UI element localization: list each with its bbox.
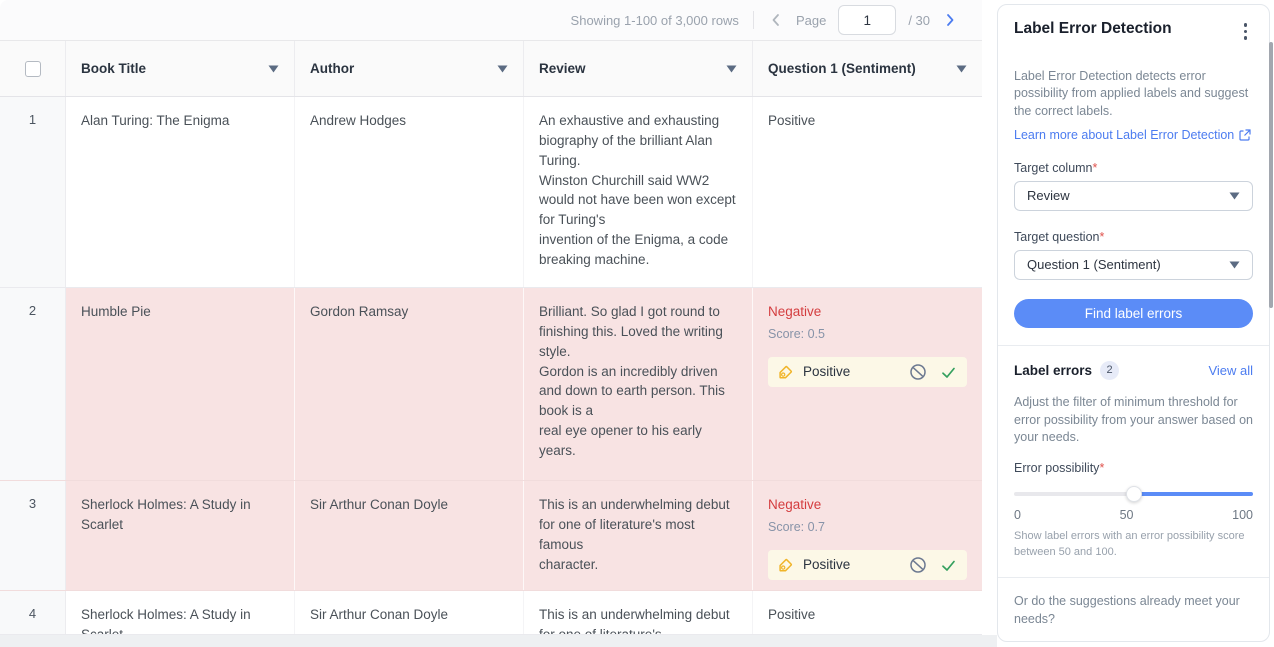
column-header-book-title[interactable]: Book Title [66, 41, 295, 96]
cell-book-title[interactable]: Humble Pie [66, 288, 295, 480]
page-total: / 30 [908, 12, 930, 28]
table-row-error[interactable]: 2 Humble Pie Gordon Ramsay Brilliant. So… [0, 288, 982, 481]
current-label: Negative [768, 497, 822, 512]
row-number: 4 [0, 591, 66, 634]
cell-author[interactable]: Gordon Ramsay [295, 288, 524, 480]
cell-answer-error[interactable]: Negative Score: 0.5 Positive [753, 288, 982, 480]
chevron-down-icon [1229, 192, 1240, 200]
slider-track-right[interactable] [1133, 492, 1253, 496]
page-label: Page [795, 12, 827, 28]
next-page-icon[interactable] [942, 12, 958, 28]
column-dropdown-icon[interactable] [268, 65, 279, 73]
select-all-cell [0, 41, 66, 96]
panel-description: Label Error Detection detects error poss… [1014, 68, 1249, 119]
cell-book-title[interactable]: Sherlock Holmes: A Study in Scarlet [66, 481, 295, 590]
row-number: 2 [0, 288, 66, 480]
suggestions-question: Or do the suggestions already meet your … [1014, 593, 1240, 626]
suggested-label-chip: Positive [768, 357, 967, 388]
accept-suggestion-icon[interactable] [940, 557, 957, 574]
error-score: Score: 0.7 [768, 519, 825, 534]
cell-book-title[interactable]: Sherlock Holmes: A Study in Scarlet [66, 591, 295, 634]
column-dropdown-icon[interactable] [726, 65, 737, 73]
column-header-author[interactable]: Author [295, 41, 524, 96]
column-header-review[interactable]: Review [524, 41, 753, 96]
target-question-label: Target question* [1014, 229, 1105, 244]
target-column-label: Target column* [1014, 160, 1098, 175]
slider-scale: 0 50 100 [1014, 508, 1253, 522]
view-all-link[interactable]: View all [1208, 362, 1253, 378]
cell-review[interactable]: This is an underwhelming debut for one o… [524, 591, 753, 634]
tag-icon [779, 366, 793, 379]
panel-divider [998, 344, 1269, 346]
cell-answer[interactable]: Positive [768, 607, 816, 622]
prev-page-icon[interactable] [768, 12, 784, 28]
grid-toolbar: Showing 1-100 of 3,000 rows Page / 30 [0, 0, 982, 41]
tag-icon [779, 559, 793, 572]
error-possibility-slider[interactable] [1014, 486, 1253, 502]
slider-helper-text: Show label errors with an error possibil… [1014, 530, 1245, 558]
table-header-row: Book Title Author Review Question 1 (Sen… [0, 41, 982, 97]
cell-book-title[interactable]: Alan Turing: The Enigma [66, 97, 295, 287]
find-label-errors-button[interactable]: Find label errors [1014, 298, 1253, 328]
error-score: Score: 0.5 [768, 326, 825, 341]
cell-author[interactable]: Sir Arthur Conan Doyle [295, 591, 524, 634]
threshold-description: Adjust the filter of minimum threshold f… [1014, 394, 1253, 445]
cell-review[interactable]: This is an underwhelming debut for one o… [524, 481, 753, 590]
external-link-icon [1239, 129, 1251, 141]
data-grid: Showing 1-100 of 3,000 rows Page / 30 Bo… [0, 0, 997, 647]
cell-answer[interactable]: Positive [768, 113, 816, 128]
panel-title: Label Error Detection [1014, 20, 1172, 37]
accept-suggestion-icon[interactable] [940, 364, 957, 381]
target-column-select[interactable]: Review [1014, 180, 1253, 211]
page-number-input[interactable] [838, 5, 897, 35]
slider-thumb[interactable] [1125, 486, 1142, 502]
reject-suggestion-icon[interactable] [909, 556, 927, 574]
table-row[interactable]: 4 Sherlock Holmes: A Study in Scarlet Si… [0, 591, 982, 635]
slider-track-left[interactable] [1014, 492, 1134, 496]
label-error-detection-panel: Label Error Detection Label Error Detect… [997, 4, 1270, 642]
pagination: Page / 30 [768, 5, 958, 35]
suggested-label-chip: Positive [768, 550, 967, 581]
label-errors-count-badge: 2 [1100, 360, 1120, 380]
kebab-menu-icon[interactable] [1238, 20, 1254, 43]
row-number: 3 [0, 481, 66, 590]
error-possibility-label: Error possibility* [1014, 461, 1105, 475]
horizontal-scrollbar[interactable] [0, 635, 997, 647]
row-count-status: Showing 1-100 of 3,000 rows [570, 12, 739, 28]
learn-more-link[interactable]: Learn more about Label Error Detection [1014, 128, 1253, 142]
select-all-checkbox[interactable] [24, 60, 41, 77]
label-errors-title: Label errors [1014, 362, 1093, 378]
row-number: 1 [0, 97, 66, 287]
column-header-question-1[interactable]: Question 1 (Sentiment) [753, 41, 982, 96]
table-row[interactable]: 1 Alan Turing: The Enigma Andrew Hodges … [0, 97, 982, 288]
column-dropdown-icon[interactable] [497, 65, 508, 73]
cell-author[interactable]: Andrew Hodges [295, 97, 524, 287]
chevron-down-icon [1229, 261, 1240, 269]
panel-divider [998, 576, 1269, 578]
target-question-select[interactable]: Question 1 (Sentiment) [1014, 249, 1253, 280]
suggested-label-text: Positive [803, 364, 851, 380]
table-row-error[interactable]: 3 Sherlock Holmes: A Study in Scarlet Si… [0, 481, 982, 591]
cell-answer-error[interactable]: Negative Score: 0.7 Positive [753, 481, 982, 590]
column-dropdown-icon[interactable] [956, 65, 967, 73]
cell-review[interactable]: An exhaustive and exhausting biography o… [524, 97, 753, 287]
cell-review[interactable]: Brilliant. So glad I got round to finish… [524, 288, 753, 480]
suggested-label-text: Positive [803, 557, 851, 573]
cell-author[interactable]: Sir Arthur Conan Doyle [295, 481, 524, 590]
toolbar-divider [752, 11, 754, 29]
current-label: Negative [768, 304, 822, 319]
reject-suggestion-icon[interactable] [909, 363, 927, 381]
vertical-scrollbar[interactable] [1269, 42, 1273, 308]
